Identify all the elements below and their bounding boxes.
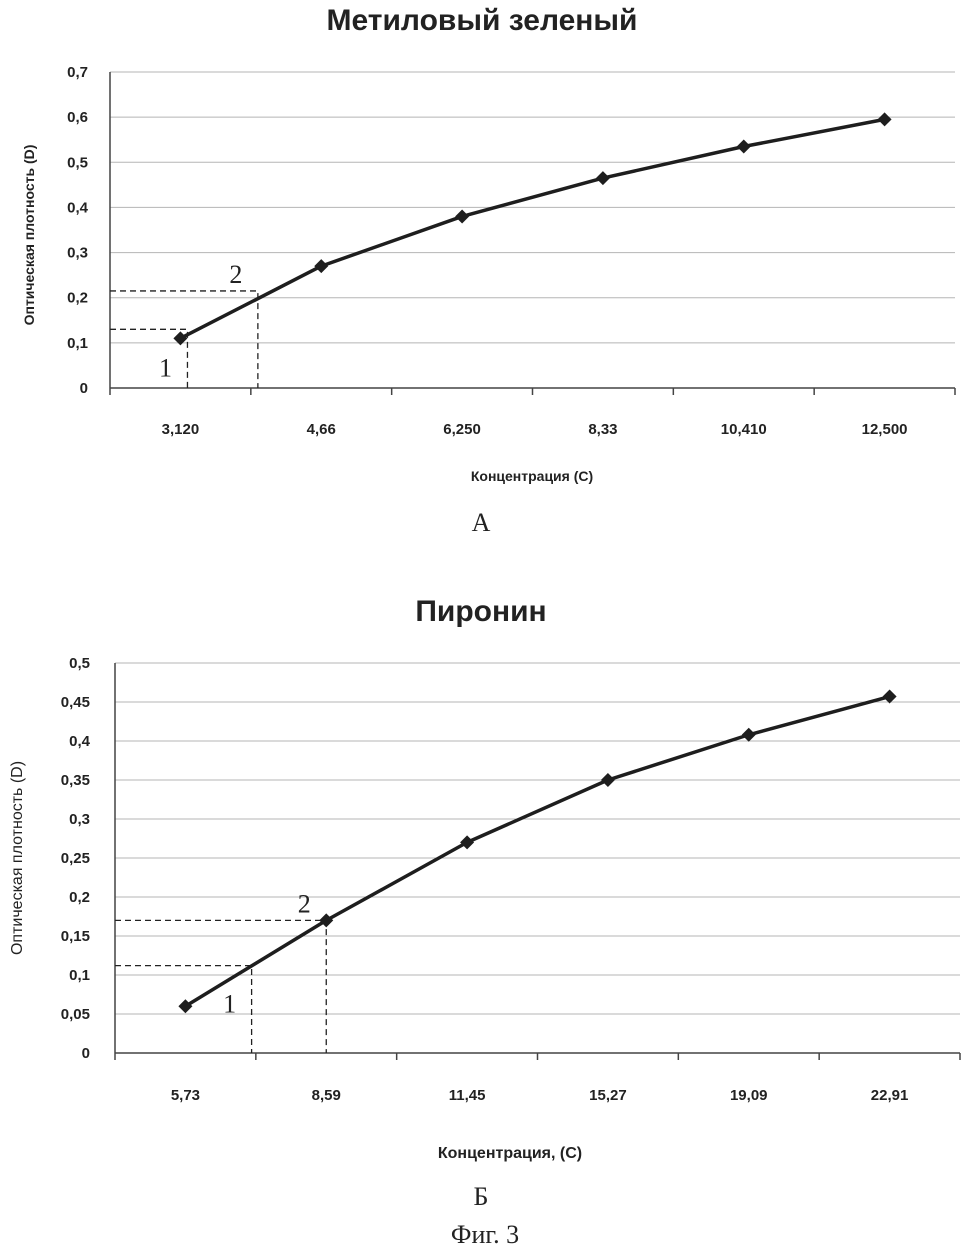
chart-b-ylabel: Оптическая плотность (D) xyxy=(9,761,26,955)
y-tick-label: 0,2 xyxy=(67,290,88,307)
chart-a-ylabel: Оптическая плотность (D) xyxy=(21,145,37,326)
y-tick-label: 0,3 xyxy=(67,245,88,262)
y-tick-label: 0,4 xyxy=(69,733,91,750)
chart-b-points xyxy=(178,690,896,1014)
y-tick-label: 0,3 xyxy=(69,811,90,828)
annotation-label: 1 xyxy=(223,990,236,1019)
x-tick-label: 6,250 xyxy=(443,421,481,438)
y-tick-label: 0,5 xyxy=(69,655,90,672)
chart-a-series-line xyxy=(180,119,884,338)
data-point xyxy=(596,171,610,185)
x-tick-label: 19,09 xyxy=(730,1087,768,1104)
chart-a-gridlines xyxy=(110,72,955,343)
chart-b-panel-letter: Б xyxy=(474,1182,489,1211)
annotation-label: 2 xyxy=(298,889,311,918)
data-point xyxy=(883,690,897,704)
x-tick-label: 10,410 xyxy=(721,421,767,438)
data-point xyxy=(314,259,328,273)
data-point xyxy=(455,209,469,223)
data-point xyxy=(742,728,756,742)
chart-b-xlabel: Концентрация, (С) xyxy=(438,1145,582,1162)
chart-a-annotations: 12 xyxy=(110,260,258,388)
y-tick-label: 0,1 xyxy=(69,967,90,984)
x-tick-label: 8,59 xyxy=(312,1087,341,1104)
x-tick-label: 15,27 xyxy=(589,1087,627,1104)
y-tick-label: 0,6 xyxy=(67,109,88,126)
chart-b-x-ticks: 5,73 8,59 11,45 15,27 19,09 22,91 xyxy=(115,1053,960,1104)
data-point xyxy=(737,139,751,153)
figure-canvas: Метиловый зеленый 0 0,1 0,2 0,3 0,4 0,5 0,6 0,7… xyxy=(0,0,970,1254)
y-tick-label: 0,2 xyxy=(69,889,90,906)
y-tick-label: 0,05 xyxy=(61,1006,90,1023)
chart-b-gridlines xyxy=(115,663,960,1014)
y-tick-label: 0,4 xyxy=(67,199,89,216)
chart-a-points xyxy=(173,112,891,345)
chart-b-title: Пиронин xyxy=(415,595,546,628)
chart-a-title: Метиловый зеленый xyxy=(327,4,638,37)
chart-a-y-ticks: 0 0,1 0,2 0,3 0,4 0,5 0,6 0,7 xyxy=(67,64,89,397)
x-tick-label: 4,66 xyxy=(307,421,336,438)
chart-b-annotations: 12 xyxy=(115,889,326,1053)
annotation-label: 1 xyxy=(159,353,172,382)
y-tick-label: 0,45 xyxy=(61,694,90,711)
chart-b: Пиронин 0 0,05 0,1 0,15 0,2 0,25 0,3 0,35 0,4 0,4… xyxy=(9,595,960,1211)
chart-b-series-line xyxy=(185,697,889,1007)
y-tick-label: 0,5 xyxy=(67,154,88,171)
chart-b-y-ticks: 0 0,05 0,1 0,15 0,2 0,25 0,3 0,35 0,4 0,45 0,5 xyxy=(61,655,91,1062)
chart-a-x-ticks: 3,120 4,66 6,250 8,33 10,410 12,500 xyxy=(110,388,955,438)
y-tick-label: 0 xyxy=(82,1045,90,1062)
chart-a: Метиловый зеленый 0 0,1 0,2 0,3 0,4 0,5 0,6 0,7… xyxy=(21,4,955,537)
data-point xyxy=(601,773,615,787)
x-tick-label: 22,91 xyxy=(871,1087,909,1104)
y-tick-label: 0,1 xyxy=(67,335,88,352)
y-tick-label: 0,7 xyxy=(67,64,88,81)
y-tick-label: 0 xyxy=(80,380,88,397)
data-point xyxy=(460,835,474,849)
annotation-label: 2 xyxy=(229,260,242,289)
x-tick-label: 5,73 xyxy=(171,1087,200,1104)
chart-a-panel-letter: А xyxy=(472,508,491,537)
figure-caption: Фиг. 3 xyxy=(451,1220,519,1249)
x-tick-label: 3,120 xyxy=(162,421,200,438)
y-tick-label: 0,15 xyxy=(61,928,90,945)
x-tick-label: 11,45 xyxy=(449,1087,486,1104)
x-tick-label: 8,33 xyxy=(588,421,617,438)
x-tick-label: 12,500 xyxy=(862,421,908,438)
data-point xyxy=(878,112,892,126)
chart-a-xlabel: Концентрация (С) xyxy=(471,468,593,484)
y-tick-label: 0,35 xyxy=(61,772,90,789)
y-tick-label: 0,25 xyxy=(61,850,90,867)
